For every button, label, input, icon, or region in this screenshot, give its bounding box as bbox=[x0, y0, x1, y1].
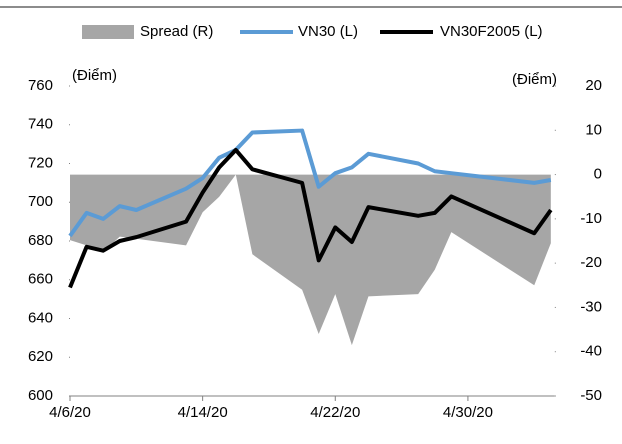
y-tick-label: 660 bbox=[28, 271, 53, 288]
y2-tick-label: 10 bbox=[585, 121, 602, 138]
y2-tick-label: 0 bbox=[594, 166, 602, 183]
y2-tick-label: -20 bbox=[580, 254, 602, 271]
y2-tick-label: -50 bbox=[580, 387, 602, 404]
y-tick-label: 700 bbox=[28, 193, 53, 210]
y-axis-label: (Điểm) bbox=[72, 67, 117, 84]
y-tick-label: 720 bbox=[28, 154, 53, 171]
y-tick-label: 640 bbox=[28, 309, 53, 326]
x-tick-label: 4/22/20 bbox=[310, 404, 360, 421]
series-line bbox=[68, 128, 552, 238]
y-tick-label: 620 bbox=[28, 348, 53, 365]
y2-tick-label: 20 bbox=[585, 77, 602, 94]
y-tick-label: 600 bbox=[28, 387, 53, 404]
x-tick-label: 4/6/20 bbox=[49, 404, 91, 421]
y-tick-label: 680 bbox=[28, 232, 53, 249]
legend-label: VN30F2005 (L) bbox=[440, 23, 543, 40]
legend-label: VN30 (L) bbox=[298, 23, 358, 40]
y2-axis-label: (Điểm) bbox=[512, 71, 557, 88]
spread-area bbox=[70, 174, 551, 346]
x-tick-label: 4/14/20 bbox=[178, 404, 228, 421]
legend-label: Spread (R) bbox=[140, 23, 213, 40]
legend-swatch bbox=[82, 25, 134, 39]
y2-tick-label: -30 bbox=[580, 298, 602, 315]
y-tick-label: 740 bbox=[28, 116, 53, 133]
x-tick-label: 4/30/20 bbox=[443, 404, 493, 421]
y2-tick-label: -40 bbox=[580, 343, 602, 360]
y2-tick-label: -10 bbox=[580, 210, 602, 227]
series-line bbox=[68, 147, 553, 289]
y-tick-label: 760 bbox=[28, 77, 53, 94]
